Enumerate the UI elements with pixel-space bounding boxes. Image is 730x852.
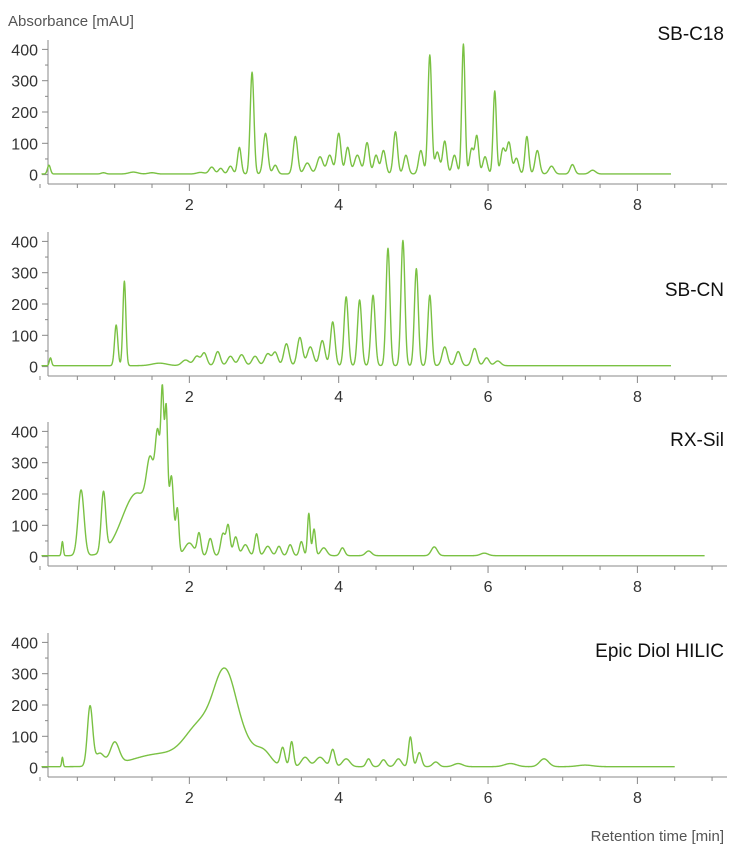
y-tick-label: 400	[11, 234, 38, 251]
y-tick-label: 200	[11, 487, 38, 504]
x-tick-label: 8	[633, 197, 642, 214]
y-tick-label: 200	[11, 105, 38, 122]
y-tick-label: 200	[11, 698, 38, 715]
y-tick-label: 400	[11, 635, 38, 652]
y-tick-label: 100	[11, 136, 38, 153]
panel-label: RX-Sil	[670, 430, 724, 451]
y-tick-label: 0	[29, 360, 38, 377]
panel-label: Epic Diol HILIC	[595, 641, 724, 662]
y-tick-label: 100	[11, 328, 38, 345]
x-tick-label: 8	[633, 579, 642, 596]
chromatogram-trace	[41, 384, 705, 557]
x-tick-label: 4	[334, 197, 343, 214]
y-tick-label: 0	[29, 550, 38, 567]
y-tick-label: 400	[11, 42, 38, 59]
chart-panel: 0 100 200 300 400 2 4 6 8 Epic Diol HILIC	[11, 633, 727, 807]
chart-panel: 0 100 200 300 400 2 4 6 8 SB-C18	[11, 24, 727, 214]
x-tick-label: 6	[484, 389, 493, 406]
y-tick-label: 300	[11, 667, 38, 684]
x-tick-label: 8	[633, 790, 642, 807]
x-tick-label: 4	[334, 389, 343, 406]
y-tick-label: 300	[11, 266, 38, 283]
chromatogram-trace	[41, 239, 672, 367]
panel-label: SB-CN	[665, 280, 724, 301]
chart-panel: 0 100 200 300 400 2 4 6 8 RX-Sil	[11, 384, 727, 596]
y-tick-label: 0	[29, 168, 38, 185]
x-tick-label: 4	[334, 579, 343, 596]
x-tick-label: 2	[185, 197, 194, 214]
y-tick-label: 100	[11, 518, 38, 535]
x-tick-label: 6	[484, 197, 493, 214]
x-tick-label: 4	[334, 790, 343, 807]
y-tick-label: 200	[11, 297, 38, 314]
x-tick-label: 2	[185, 389, 194, 406]
y-axis-title: Absorbance [mAU]	[8, 13, 134, 30]
y-tick-label: 100	[11, 729, 38, 746]
panel-label: SB-C18	[657, 24, 724, 45]
x-tick-label: 6	[484, 790, 493, 807]
chart-panel: 0 100 200 300 400 2 4 6 8 SB-CN	[11, 232, 727, 406]
chromatogram-trace	[41, 43, 672, 175]
x-tick-label: 2	[185, 579, 194, 596]
x-axis-title: Retention time [min]	[591, 828, 724, 845]
y-tick-label: 300	[11, 74, 38, 91]
y-tick-label: 400	[11, 424, 38, 441]
y-tick-label: 300	[11, 456, 38, 473]
x-tick-label: 2	[185, 790, 194, 807]
chromatogram-trace	[41, 667, 676, 768]
y-tick-label: 0	[29, 761, 38, 778]
x-tick-label: 6	[484, 579, 493, 596]
x-tick-label: 8	[633, 389, 642, 406]
